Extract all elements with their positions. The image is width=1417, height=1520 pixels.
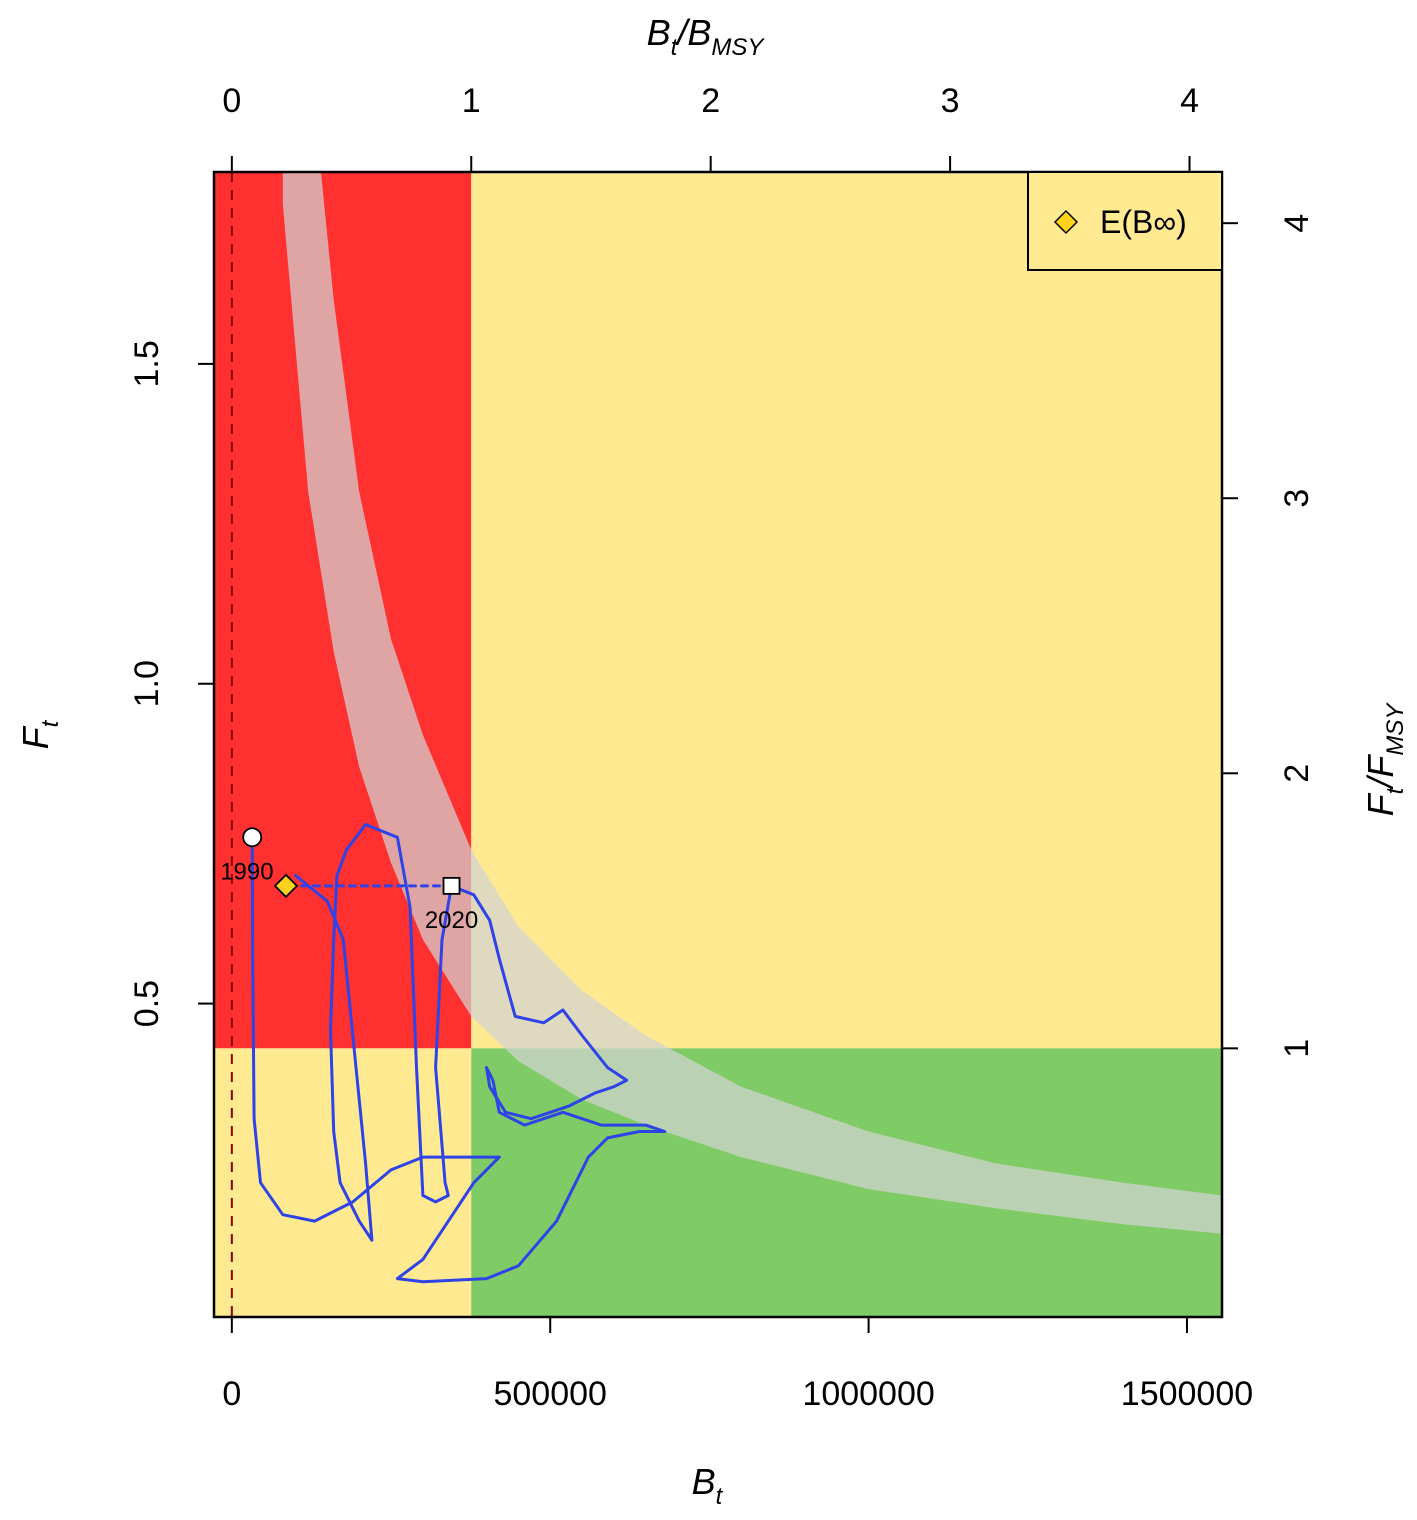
y-axis-title: Ft (15, 719, 64, 749)
msy-band-area (282, 172, 1222, 1234)
start-circle-marker (242, 827, 263, 848)
trajectory-line (250, 823, 667, 1284)
x-tick-label: 1500000 (1121, 1375, 1253, 1413)
x2-tick-label: 2 (701, 82, 720, 120)
annotation-year-1990: 1990 (220, 858, 273, 885)
x2-tick-label: 4 (1180, 82, 1199, 120)
y-tick-label: 1.5 (128, 340, 166, 387)
zone-yellow-bottom (214, 1048, 472, 1317)
x2-tick-label: 1 (462, 82, 481, 120)
x-axis-top: 0 1 2 3 4 (222, 82, 1199, 173)
equilibrium-diamond-marker (273, 873, 299, 899)
x2-axis-title: Bt/BMSY (647, 12, 766, 61)
y2-tick-label: 1 (1278, 1039, 1316, 1058)
zone-yellow-top (471, 172, 1222, 1049)
x2-tick-label: 3 (941, 82, 960, 120)
legend-label: E(B∞) (1100, 204, 1187, 240)
annotation-year-2020: 2020 (425, 907, 478, 934)
status-zones (214, 172, 1222, 1317)
y-tick-label: 0.5 (128, 980, 166, 1027)
legend: E(B∞) (1027, 171, 1223, 271)
x-axis-bottom: 0 500000 1000000 1500000 (222, 1316, 1253, 1413)
y2-tick-label: 3 (1278, 489, 1316, 508)
x-tick-label: 0 (222, 1375, 241, 1413)
msy-band (282, 172, 1222, 1234)
end-square-marker (442, 876, 461, 895)
trajectory (250, 823, 667, 1284)
y2-tick-label: 2 (1278, 764, 1316, 783)
y2-axis-title: Ft/FMSY (1360, 702, 1409, 817)
trajectory-markers: 1990 2020 (220, 827, 478, 934)
legend-diamond-icon (1053, 209, 1079, 235)
y2-tick-label: 4 (1278, 214, 1316, 233)
x-tick-label: 500000 (493, 1375, 606, 1413)
y-axis-left: 0.5 1.0 1.5 (128, 340, 215, 1027)
x-tick-label: 1000000 (802, 1375, 934, 1413)
x-axis-title: Bt (692, 1461, 724, 1510)
y-tick-label: 1.0 (128, 660, 166, 707)
x2-tick-label: 0 (222, 82, 241, 120)
y-axis-right: 1 2 3 4 (1221, 214, 1316, 1058)
